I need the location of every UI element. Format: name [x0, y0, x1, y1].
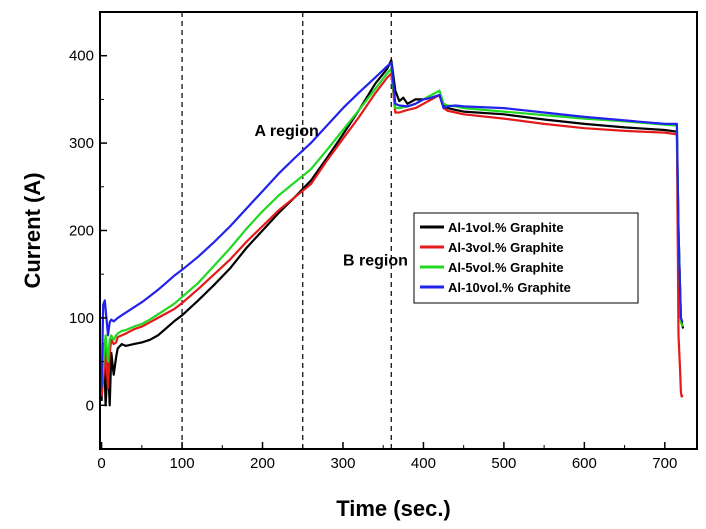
x-tick-label-0: 0 [97, 455, 105, 472]
series-line-2 [100, 67, 684, 388]
x-tick-label-4: 400 [411, 455, 436, 472]
axis-ticks: 0 100 200 300 400 500 600 700 0 100 200 300 400 [69, 11, 677, 472]
legend-label-1: Al-3vol.% Graphite [448, 240, 564, 255]
y-axis-title: Current (A) [20, 172, 45, 288]
legend: Al-1vol.% Graphite Al-3vol.% Graphite Al-5… [413, 212, 639, 304]
region-boundaries [181, 12, 392, 449]
x-tick-label-6: 600 [572, 455, 597, 472]
x-tick-label-5: 500 [491, 455, 516, 472]
series-lines [100, 58, 685, 407]
y-tick-label-2: 200 [69, 223, 94, 240]
x-tick-label-3: 300 [330, 455, 355, 472]
series-line-1 [100, 72, 684, 398]
x-tick-label-1: 100 [170, 455, 195, 472]
series-line-3 [100, 61, 684, 388]
x-tick-label-2: 200 [250, 455, 275, 472]
legend-label-3: Al-10vol.% Graphite [448, 280, 571, 295]
series-line-0 [100, 58, 685, 407]
x-axis-title: Time (sec.) [336, 496, 451, 521]
y-tick-label-3: 300 [69, 135, 94, 152]
annotation-0: A region [254, 123, 318, 140]
y-tick-label-1: 100 [69, 310, 94, 327]
x-tick-label-7: 700 [652, 455, 677, 472]
annotations: A region B region [254, 123, 407, 269]
legend-label-0: Al-1vol.% Graphite [448, 220, 564, 235]
y-tick-label-0: 0 [86, 397, 94, 414]
annotation-1: B region [343, 252, 408, 269]
legend-label-2: Al-5vol.% Graphite [448, 260, 564, 275]
y-tick-label-4: 400 [69, 48, 94, 65]
legend-box [413, 212, 639, 304]
